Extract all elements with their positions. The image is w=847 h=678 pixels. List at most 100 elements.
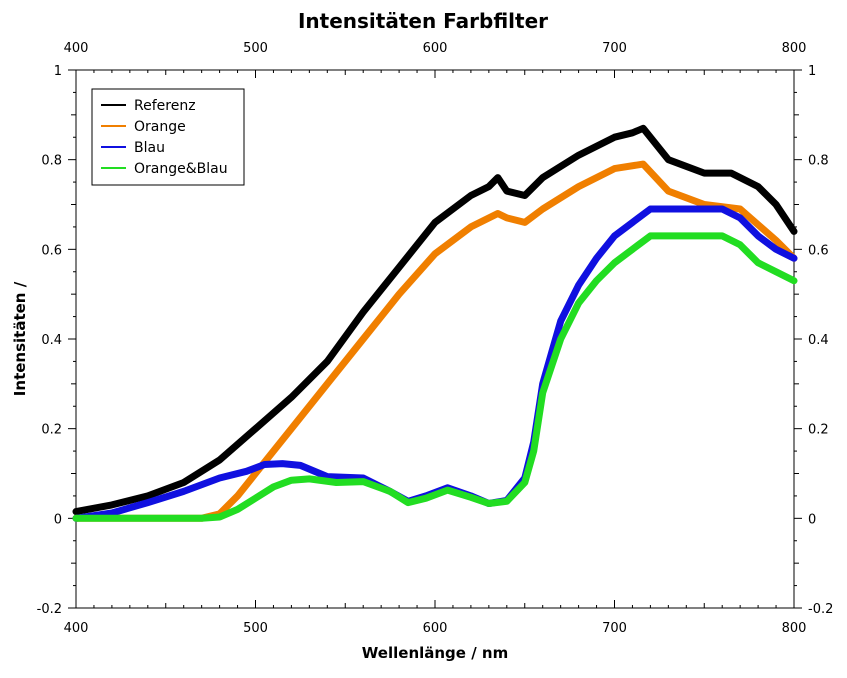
series-2-point xyxy=(595,256,598,260)
series-2-point xyxy=(631,220,634,224)
series-0-point xyxy=(641,126,645,130)
series-3-point xyxy=(631,247,634,251)
x-tick-label-top: 700 xyxy=(602,41,627,56)
y-tick-label-left: 0.2 xyxy=(41,423,62,438)
series-0-point xyxy=(496,176,500,180)
series-3-point xyxy=(532,449,536,453)
y-tick-label-left: 0.8 xyxy=(41,154,62,169)
series-1-point xyxy=(702,203,706,206)
series-0-point xyxy=(325,359,329,363)
series-2-point xyxy=(298,463,302,467)
series-line-1 xyxy=(72,160,798,522)
series-0-point xyxy=(289,395,293,399)
y-tick-label-left: 0 xyxy=(54,512,62,527)
series-0-point xyxy=(361,310,365,314)
x-tick-label-bottom: 700 xyxy=(602,621,627,636)
series-0-point xyxy=(74,510,78,514)
legend: Referenz Orange Blau Orange&Blau xyxy=(91,88,245,186)
x-tick-label-top: 500 xyxy=(243,41,268,56)
series-0-point xyxy=(774,203,778,206)
series-3-point xyxy=(738,243,742,247)
series-3-point xyxy=(182,516,186,520)
series-1-point xyxy=(523,220,527,224)
series-0-point xyxy=(666,158,670,162)
legend-label: Orange xyxy=(134,119,186,135)
series-2-point xyxy=(756,234,760,238)
series-line-3 xyxy=(72,232,798,522)
y-tick-label-right: 0.2 xyxy=(808,423,829,438)
series-0-point xyxy=(433,220,437,224)
series-1-point xyxy=(496,212,500,215)
series-1-point xyxy=(361,337,365,341)
x-tick-label-bottom: 500 xyxy=(243,621,268,636)
series-3-point xyxy=(523,481,527,484)
series-3-point xyxy=(254,496,257,500)
x-tick-label-top: 800 xyxy=(782,41,807,56)
series-2-point xyxy=(792,256,796,260)
series-3-point xyxy=(446,488,450,492)
series-3-point xyxy=(613,261,616,265)
y-tick-label-left: 0.6 xyxy=(41,243,62,258)
series-3-point xyxy=(559,337,563,341)
y-tick-label-right: 1 xyxy=(808,64,816,79)
series-3-point xyxy=(200,516,204,520)
y-tick-label-right: 0 xyxy=(808,512,816,527)
series-3-point xyxy=(720,234,724,238)
series-3-point xyxy=(774,270,778,274)
series-2-point xyxy=(613,234,616,238)
series-2-point xyxy=(648,207,652,211)
y-tick-label-left: 0.4 xyxy=(41,333,62,348)
series-3-point xyxy=(307,477,311,481)
series-0-point xyxy=(469,194,473,197)
series-layer xyxy=(72,124,798,522)
series-3-point xyxy=(388,489,392,493)
series-3-point xyxy=(648,234,652,238)
x-tick-label-bottom: 600 xyxy=(423,621,448,636)
series-0-point xyxy=(523,194,527,197)
series-3-point xyxy=(424,496,428,500)
series-2-point xyxy=(325,475,329,479)
series-3-point xyxy=(469,495,473,499)
series-0-point xyxy=(182,481,186,484)
series-3-point xyxy=(487,502,491,505)
series-1-point xyxy=(613,167,616,171)
series-0-point xyxy=(729,171,733,175)
y-tick-label-right: 0.8 xyxy=(808,154,829,169)
series-1-point xyxy=(641,162,645,166)
series-0-point xyxy=(792,229,796,233)
series-1-point xyxy=(577,185,581,189)
series-2-point xyxy=(110,511,114,515)
series-2-point xyxy=(280,462,284,466)
series-1-point xyxy=(254,472,257,475)
series-3-point xyxy=(792,279,796,283)
series-0-point xyxy=(218,458,222,462)
series-2-point xyxy=(245,469,248,473)
series-1-point xyxy=(774,238,778,242)
series-3-point xyxy=(236,507,240,511)
series-1-point xyxy=(325,382,329,386)
series-2-point xyxy=(182,489,186,493)
series-3-point xyxy=(756,261,760,265)
series-3-point xyxy=(577,301,581,305)
series-3-point xyxy=(684,234,688,238)
series-0-point xyxy=(541,176,545,180)
series-3-point xyxy=(550,364,554,368)
series-0-point xyxy=(756,185,760,189)
legend-label: Referenz xyxy=(134,98,196,114)
legend-label: Blau xyxy=(134,140,165,156)
series-1-point xyxy=(541,207,545,211)
x-tick-label-bottom: 400 xyxy=(64,621,89,636)
series-1-point xyxy=(738,207,742,211)
x-tick-label-top: 400 xyxy=(64,41,89,56)
series-3-point xyxy=(289,478,293,482)
series-1-point xyxy=(505,216,509,220)
series-0-point xyxy=(702,171,706,175)
series-0-point xyxy=(631,131,634,135)
series-2-point xyxy=(577,283,581,287)
series-1-point xyxy=(397,292,401,296)
series-3-point xyxy=(361,480,365,484)
series-2-point xyxy=(218,476,222,480)
series-0-point xyxy=(577,153,581,157)
